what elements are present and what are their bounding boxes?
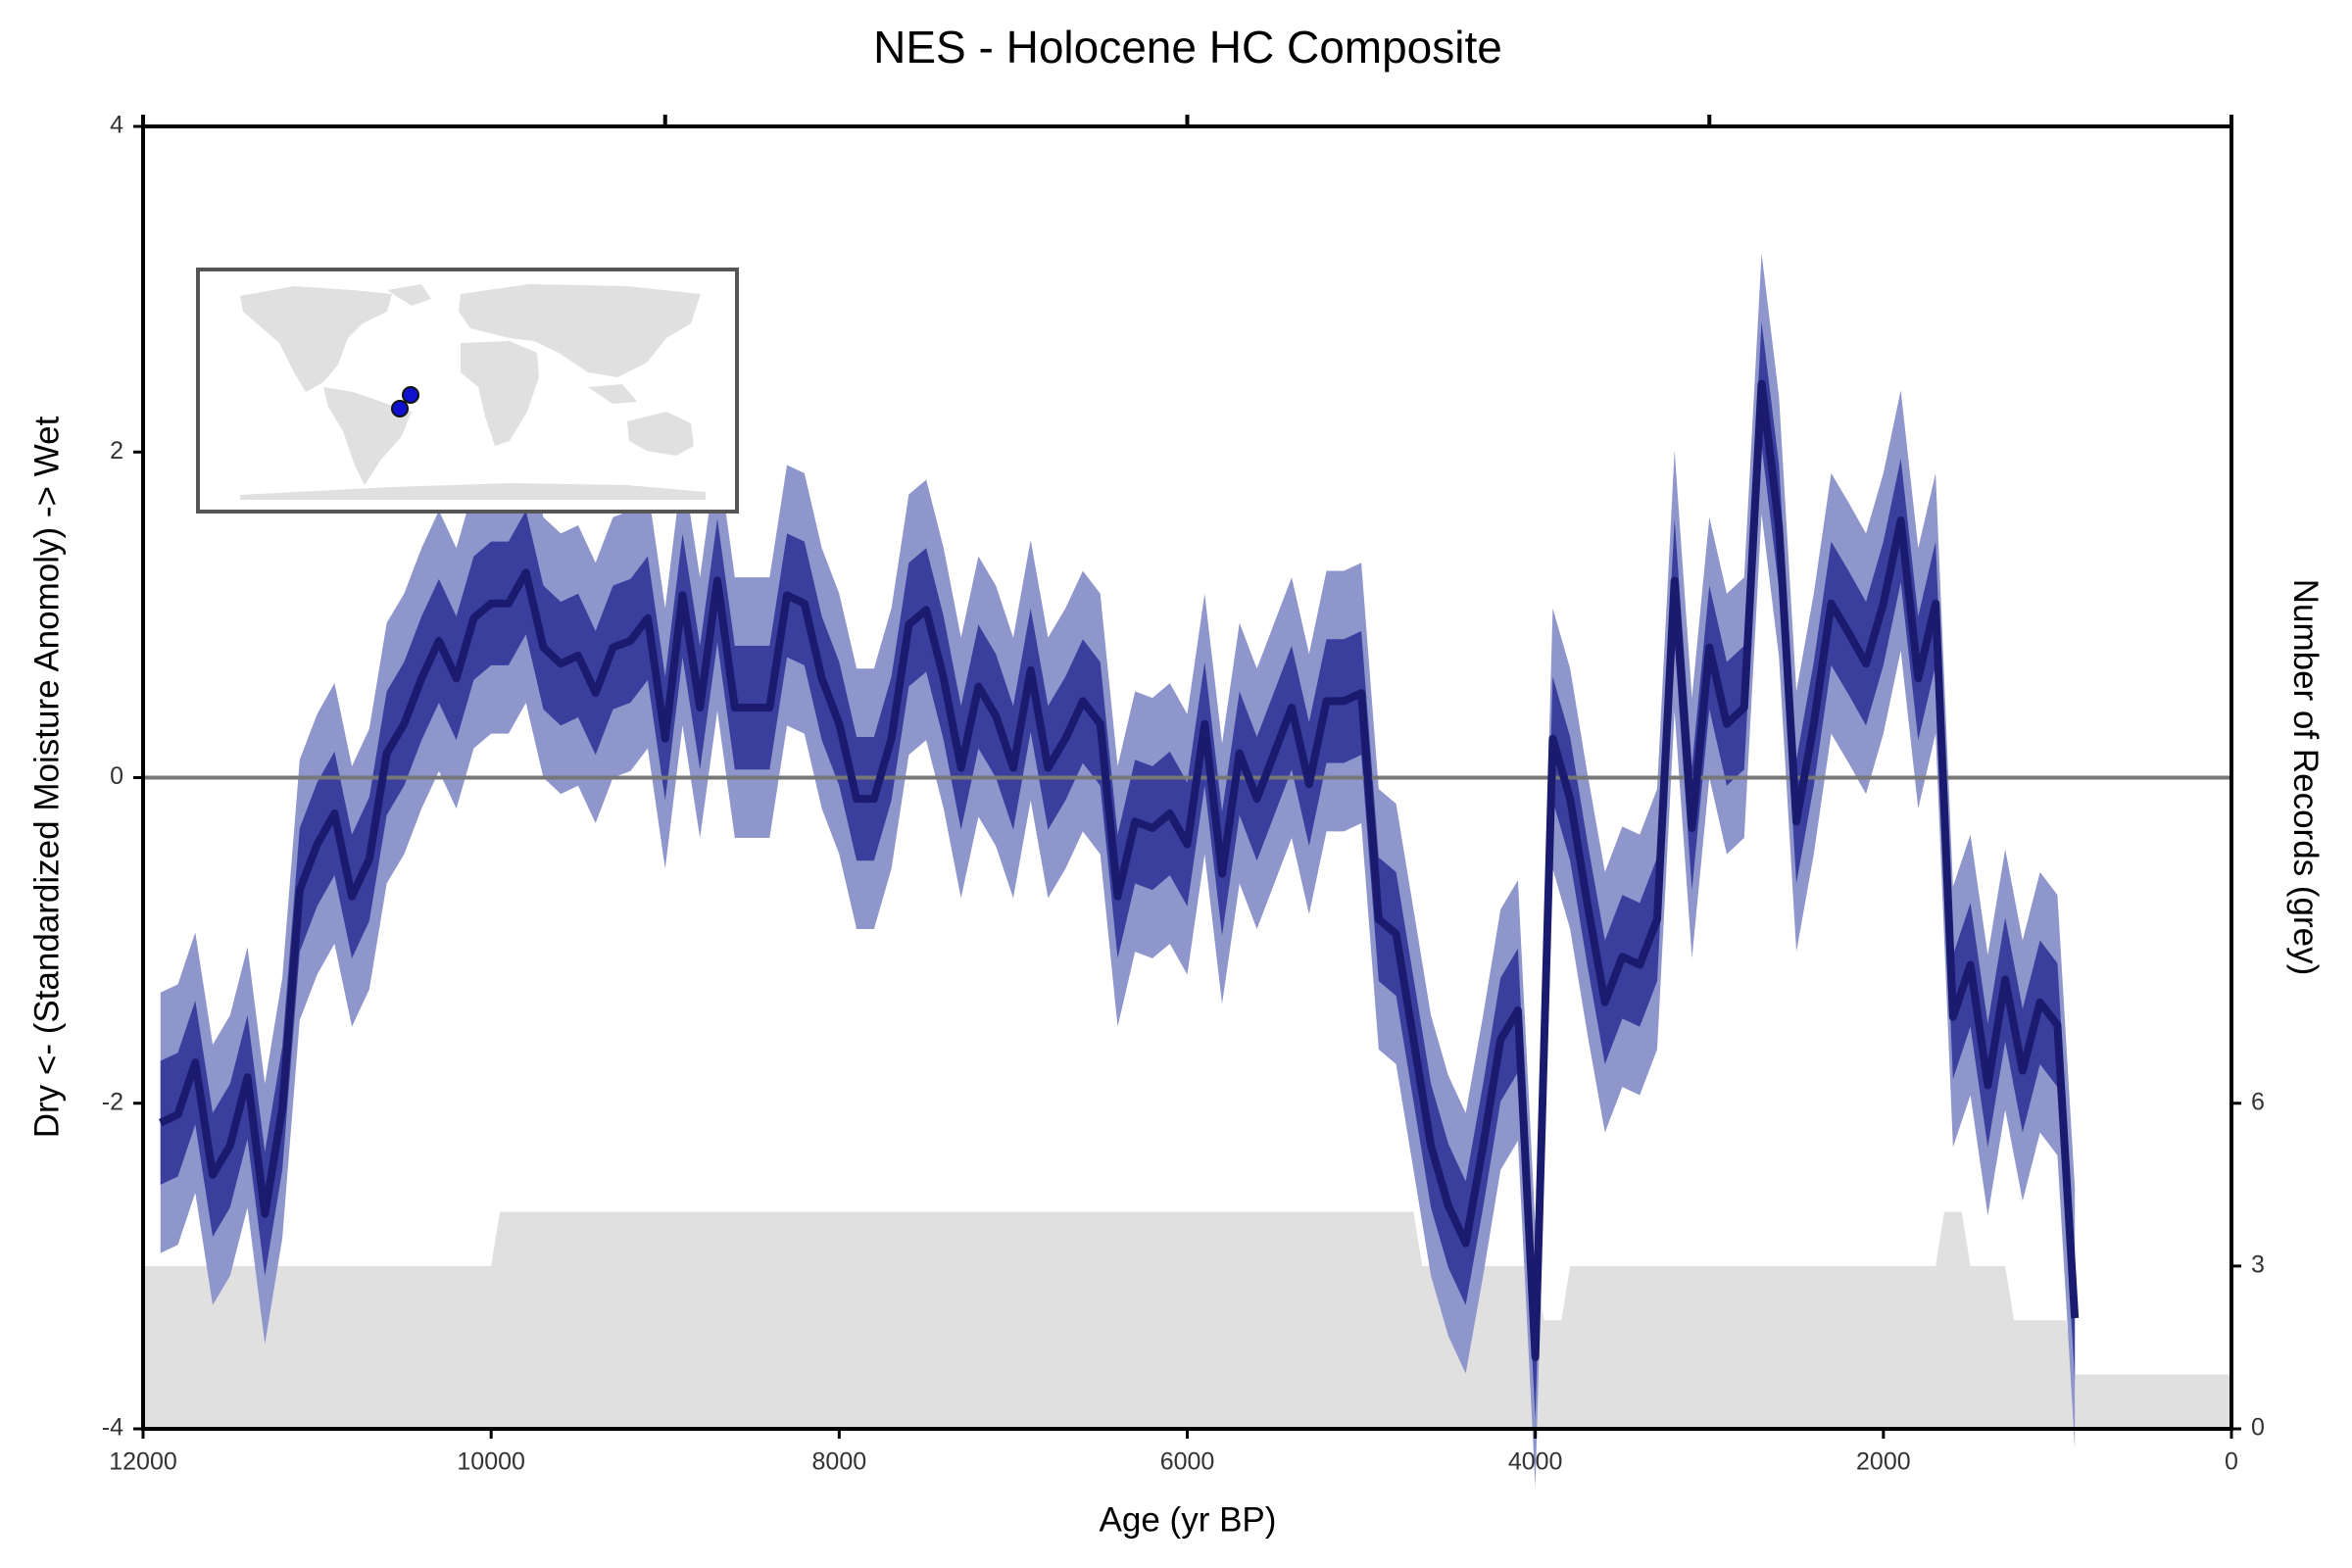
x-tick-label: 6000 <box>1160 1448 1215 1476</box>
x-tick-label: 10000 <box>457 1448 525 1476</box>
x-tick-label: 0 <box>2225 1448 2238 1476</box>
y2-axis-label: Number of Records (grey) <box>2286 579 2325 976</box>
plot-layer: 12000 10000 8000 6000 4000 2000 0 -4 -2 0 2 4 0 3 6 <box>102 112 2265 1488</box>
y2-tick-label: 6 <box>2251 1088 2265 1115</box>
y-tick-label: -4 <box>102 1414 123 1442</box>
y-tick-label: 4 <box>110 112 123 139</box>
x-tick-label: 12000 <box>109 1448 177 1476</box>
x-tick-label: 2000 <box>1856 1448 1911 1476</box>
x-axis-label: Age (yr BP) <box>1100 1500 1277 1539</box>
x-tick-label: 4000 <box>1508 1448 1563 1476</box>
median-line <box>159 379 2080 1361</box>
y2-tick-label: 3 <box>2251 1250 2265 1278</box>
site-marker <box>391 400 409 417</box>
y-tick-label: 0 <box>110 762 123 790</box>
inset-map <box>196 268 739 514</box>
x-tick-label: 8000 <box>812 1448 867 1476</box>
chart-title: NES - Holocene HC Composite <box>873 22 1502 73</box>
y-axis-label: Dry <- (Standardized Moisture Anomoly) -… <box>27 416 66 1138</box>
y-tick-label: 2 <box>110 437 123 465</box>
y2-tick-label: 0 <box>2251 1414 2265 1442</box>
continents <box>240 284 706 500</box>
records-area <box>143 1211 2231 1429</box>
site-marker <box>402 386 419 404</box>
y-tick-label: -2 <box>102 1088 123 1115</box>
